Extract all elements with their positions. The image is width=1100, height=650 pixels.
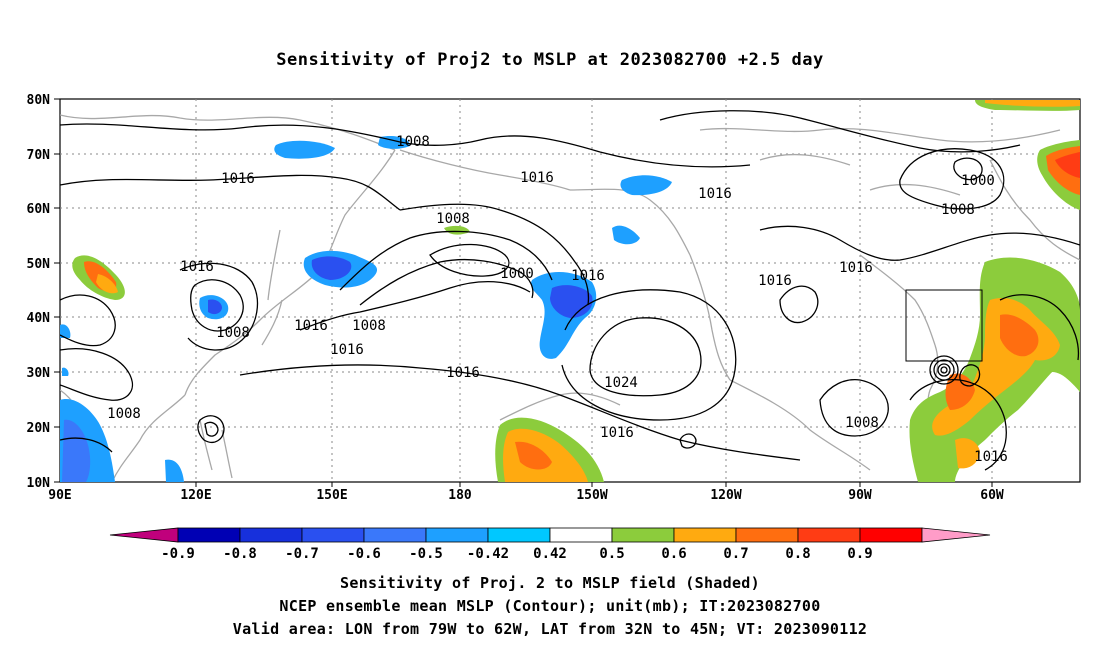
lat-label: 10N — [27, 476, 51, 491]
colorbar-label: 0.9 — [847, 546, 872, 562]
contour-label: 1016 — [974, 449, 1008, 465]
contour-label: 1016 — [600, 425, 634, 441]
contour-label: 1024 — [604, 375, 638, 391]
lon-label: 90E — [48, 488, 71, 503]
map-title: Sensitivity of Proj2 to MSLP at 20230827… — [276, 50, 824, 70]
colorbar-label: 0.5 — [599, 546, 624, 562]
caption-line-3: Valid area: LON from 79W to 62W, LAT fro… — [232, 620, 868, 638]
lat-ticks — [54, 98, 60, 483]
contour-label: 1008 — [845, 415, 879, 431]
colorbar-label: -0.6 — [347, 546, 381, 562]
contour-label: 1016 — [758, 273, 792, 289]
colorbar-cell — [797, 527, 861, 543]
contour-label: 1016 — [520, 170, 554, 186]
colorbar-label: 0.42 — [533, 546, 567, 562]
colorbar-label: -0.9 — [161, 546, 195, 562]
cyclone-rings — [929, 355, 959, 385]
colorbar-cell — [239, 527, 303, 543]
negative-sensitivity-patches — [60, 136, 672, 482]
contour-label: 1016 — [221, 171, 255, 187]
contour-label: 1008 — [216, 325, 250, 341]
caption-line-1: Sensitivity of Proj. 2 to MSLP field (Sh… — [340, 574, 760, 592]
lat-label: 20N — [27, 421, 51, 436]
contour-label: 1008 — [941, 202, 975, 218]
contour-label: 1016 — [446, 365, 480, 381]
contour-label: 1016 — [571, 268, 605, 284]
colorbar-cell — [611, 527, 675, 543]
caption-line-2: NCEP ensemble mean MSLP (Contour); unit(… — [279, 597, 821, 615]
colorbar-cell — [363, 527, 427, 543]
contour-label: 1016 — [698, 186, 732, 202]
contour-label: 1008 — [107, 406, 141, 422]
colorbar-cell — [301, 527, 365, 543]
contour-label: 1016 — [330, 342, 364, 358]
lat-label: 50N — [27, 257, 51, 272]
contour-label: 1000 — [500, 266, 534, 282]
contour-label: 1008 — [436, 211, 470, 227]
mslp-contours — [60, 110, 1080, 471]
lat-label: 80N — [27, 93, 51, 108]
colorbar-cell — [177, 527, 241, 543]
colorbar-cell — [673, 527, 737, 543]
latitude-labels: 80N 70N 60N 50N 40N 30N 20N 10N — [27, 93, 51, 491]
contour-label: 1016 — [839, 260, 873, 276]
lon-label: 120W — [710, 488, 741, 503]
sensitivity-map: 1008 1016 1016 1016 1000 1008 1008 1000 … — [27, 93, 1081, 562]
lon-label: 150W — [576, 488, 607, 503]
contour-label: 1016 — [180, 259, 214, 275]
lon-label: 150E — [316, 488, 347, 503]
colorbar-label: -0.8 — [223, 546, 257, 562]
contour-label-group: 1008 1016 1016 1016 1000 1008 1008 1000 … — [107, 134, 995, 441]
colorbar-label: 0.8 — [785, 546, 810, 562]
lat-label: 40N — [27, 311, 51, 326]
colorbar-cell — [487, 527, 551, 543]
lon-label: 120E — [180, 488, 211, 503]
longitude-labels: 90E 120E 150E 180 150W 120W 90W 60W — [48, 488, 1004, 503]
contour-label: 1000 — [961, 173, 995, 189]
colorbar-label: 0.7 — [723, 546, 748, 562]
lat-label: 70N — [27, 148, 51, 163]
colorbar-left-arrow — [109, 527, 179, 543]
contour-label: 1016 — [294, 318, 328, 334]
colorbar-right-arrow — [921, 527, 991, 543]
colorbar: -0.9 -0.8 -0.7 -0.6 -0.5 -0.42 0.42 0.5 0.6 0.7 0.… — [109, 527, 991, 562]
coastlines — [60, 114, 1080, 482]
colorbar-label: -0.5 — [409, 546, 443, 562]
lon-label: 90W — [848, 488, 872, 503]
colorbar-cell — [735, 527, 799, 543]
colorbar-label: 0.6 — [661, 546, 686, 562]
lat-label: 60N — [27, 202, 51, 217]
contour-label: 1008 — [396, 134, 430, 150]
valid-area-box — [905, 289, 983, 362]
colorbar-cell — [425, 527, 489, 543]
colorbar-cell — [549, 527, 613, 543]
lat-label: 30N — [27, 366, 51, 381]
lon-ticks — [195, 482, 993, 487]
lon-label: 180 — [448, 488, 472, 503]
positive-sensitivity-patches — [72, 100, 1080, 482]
contour-label: 1008 — [352, 318, 386, 334]
lon-label: 60W — [980, 488, 1004, 503]
colorbar-label: -0.7 — [285, 546, 319, 562]
colorbar-label: -0.42 — [467, 546, 509, 562]
colorbar-cell — [859, 527, 923, 543]
